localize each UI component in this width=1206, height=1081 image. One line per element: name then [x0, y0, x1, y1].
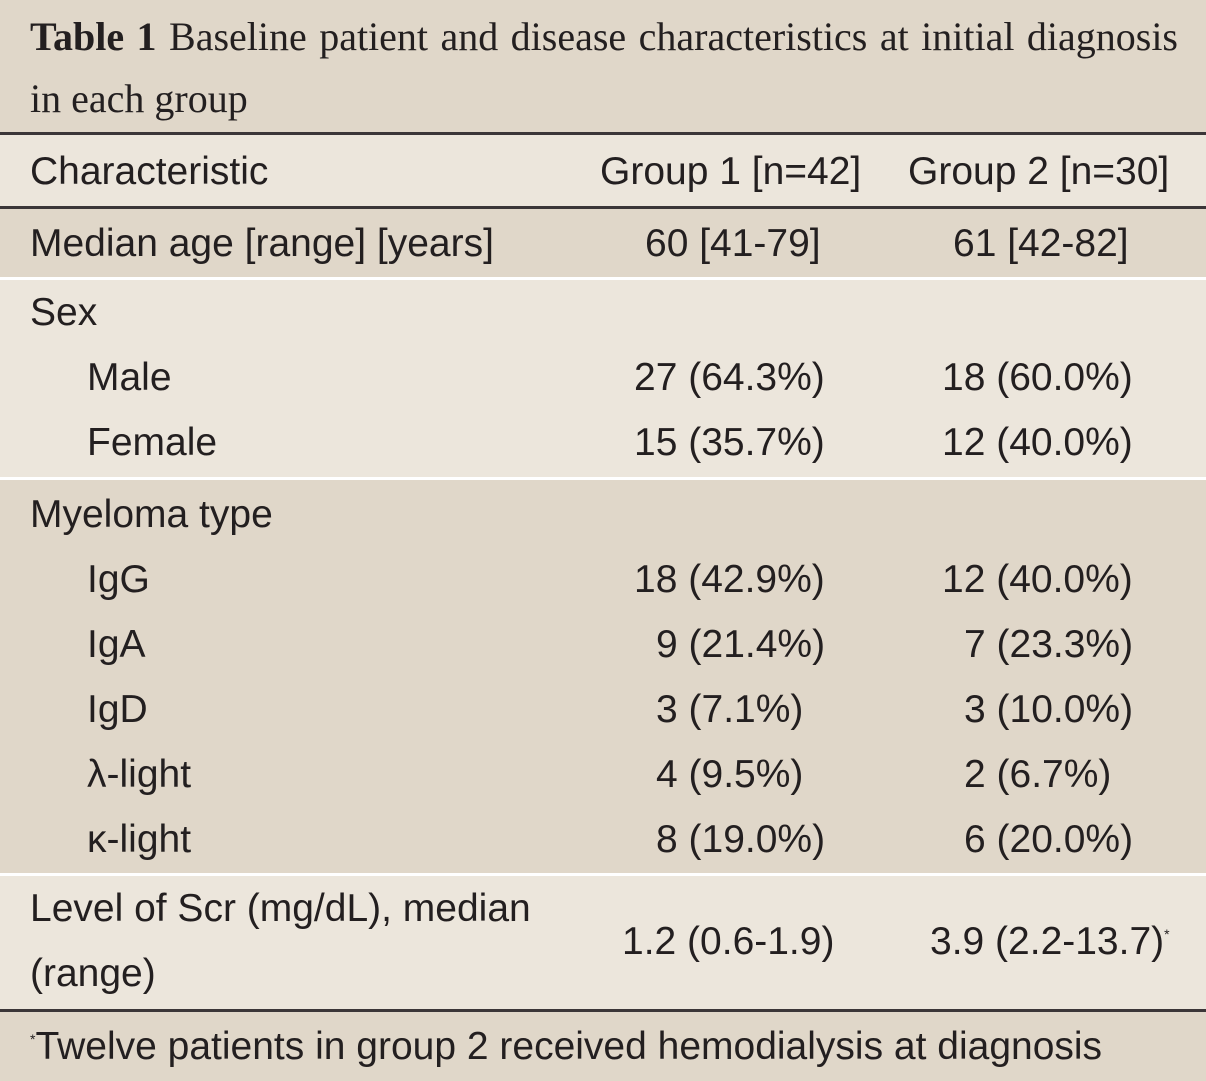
- igd-group1: 3 (7.1%): [656, 688, 804, 731]
- scr-label-line1: Level of Scr (mg/dL), median: [30, 887, 531, 930]
- kappa-light-group2: 6 (20.0%): [964, 818, 1134, 861]
- igg-group1: 18 (42.9%): [634, 558, 825, 601]
- header-characteristic: Characteristic: [30, 150, 269, 193]
- table-row-scr: Level of Scr (mg/dL), median (range) 1.2…: [0, 876, 1206, 1009]
- divider: [0, 873, 1206, 876]
- table-footnote: *Twelve patients in group 2 received hem…: [0, 1012, 1206, 1081]
- scr-label-line2: (range): [30, 952, 156, 995]
- age-label: Median age [range] [years]: [30, 222, 494, 265]
- header-group2: Group 2 [n=30]: [908, 150, 1170, 193]
- igd-group2: 3 (10.0%): [964, 688, 1134, 731]
- top-rule: [0, 132, 1206, 135]
- header-row: Characteristic Group 1 [n=42] Group 2 [n…: [0, 135, 1206, 206]
- male-label: Male: [87, 356, 172, 399]
- header-rule: [0, 206, 1206, 209]
- igg-label: IgG: [87, 558, 150, 601]
- male-group1: 27 (64.3%): [634, 356, 825, 399]
- scr-group1: 1.2 (0.6-1.9): [622, 920, 835, 963]
- iga-group1: 9 (21.4%): [656, 623, 826, 666]
- male-group2: 18 (60.0%): [942, 356, 1133, 399]
- female-group2: 12 (40.0%): [942, 421, 1133, 464]
- table-row-age: Median age [range] [years] 60 [41-79] 61…: [0, 209, 1206, 277]
- table-caption: Table 1 Baseline patient and disease cha…: [0, 0, 1206, 134]
- divider: [0, 277, 1206, 280]
- igd-label: IgD: [87, 688, 148, 731]
- table-section-sex: Sex Male 27 (64.3%) 18 (60.0%) Female 15…: [0, 280, 1206, 477]
- footnote-text: Twelve patients in group 2 received hemo…: [35, 1025, 1103, 1068]
- table-section-myeloma: Myeloma type IgG 18 (42.9%) 12 (40.0%) I…: [0, 480, 1206, 873]
- lambda-light-label: λ-light: [87, 753, 192, 796]
- scr-group2: 3.9 (2.2-13.7)*: [930, 919, 1170, 965]
- lambda-light-group2: 2 (6.7%): [964, 753, 1112, 796]
- kappa-light-group1: 8 (19.0%): [656, 818, 826, 861]
- bottom-rule: [0, 1009, 1206, 1012]
- table-caption-label: Table 1: [30, 14, 157, 59]
- kappa-light-label: κ-light: [87, 818, 192, 861]
- sex-label: Sex: [30, 291, 98, 334]
- iga-group2: 7 (23.3%): [964, 623, 1134, 666]
- lambda-light-group1: 4 (9.5%): [656, 753, 804, 796]
- female-label: Female: [87, 421, 218, 464]
- header-group1: Group 1 [n=42]: [600, 150, 862, 193]
- myeloma-label: Myeloma type: [30, 493, 273, 536]
- female-group1: 15 (35.7%): [634, 421, 825, 464]
- igg-group2: 12 (40.0%): [942, 558, 1133, 601]
- iga-label: IgA: [87, 623, 146, 666]
- table-caption-text: Baseline patient and disease characteris…: [30, 14, 1178, 121]
- footnote-marker: *: [30, 1031, 36, 1047]
- scr-footnote-marker: *: [1164, 926, 1170, 942]
- age-group2: 61 [42-82]: [953, 222, 1129, 265]
- divider: [0, 477, 1206, 480]
- age-group1: 60 [41-79]: [645, 222, 821, 265]
- scr-group2-value: 3.9 (2.2-13.7): [930, 920, 1165, 963]
- footnote: *Twelve patients in group 2 received hem…: [30, 1024, 1102, 1070]
